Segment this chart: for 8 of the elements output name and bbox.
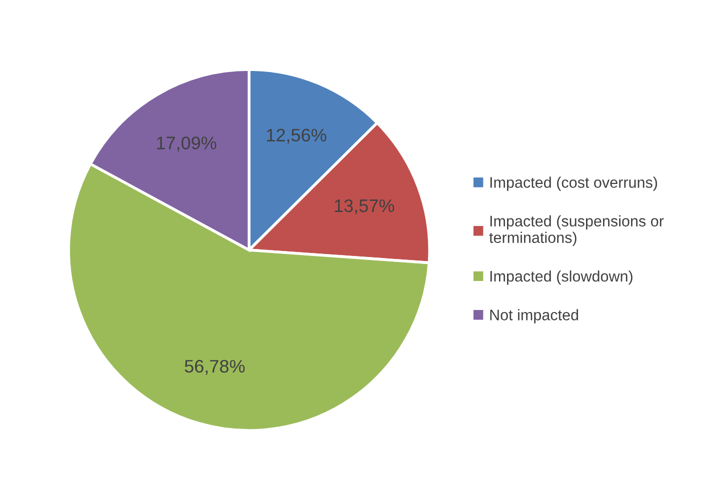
data-label: 12,56% — [267, 128, 326, 144]
data-label: 17,09% — [157, 136, 216, 152]
legend-label: Impacted (cost overruns) — [490, 176, 658, 191]
data-label: 13,57% — [334, 199, 394, 214]
legend-label: Impacted (slowdown) — [490, 270, 632, 285]
data-label: 56,78% — [184, 360, 245, 375]
legend-label: Not impacted — [490, 309, 578, 324]
legend-label: Impacted (suspensions or terminations) — [489, 215, 664, 246]
